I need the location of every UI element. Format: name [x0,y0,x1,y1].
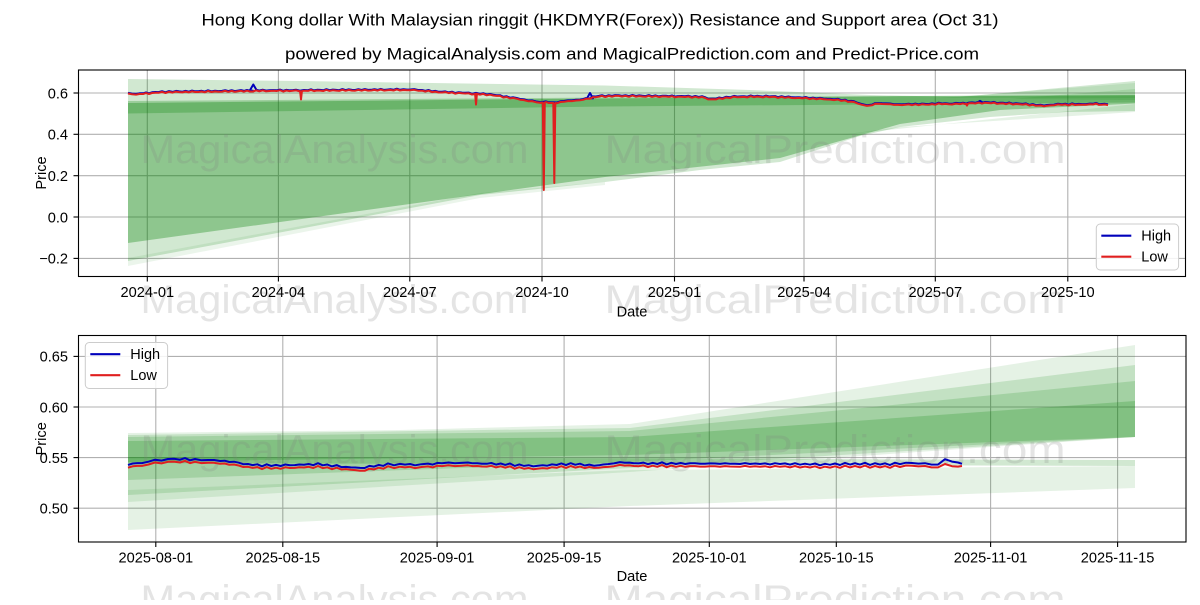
svg-text:2025-08-15: 2025-08-15 [245,551,320,567]
svg-text:powered by MagicalAnalysis.com: powered by MagicalAnalysis.com and Magic… [285,46,979,64]
svg-text:Hong Kong dollar With Malaysia: Hong Kong dollar With Malaysian ringgit … [202,11,999,29]
svg-text:−0.2: −0.2 [39,252,68,268]
svg-text:0.4: 0.4 [48,128,68,144]
svg-text:Low: Low [130,368,157,384]
svg-text:0.55: 0.55 [40,451,68,467]
svg-text:Low: Low [1141,250,1168,266]
svg-text:High: High [1141,229,1171,245]
svg-text:Date: Date [617,569,648,585]
svg-text:0.0: 0.0 [48,210,68,226]
svg-text:MagicalPrediction.com: MagicalPrediction.com [605,128,1066,172]
svg-text:2025-04: 2025-04 [777,285,831,301]
svg-text:2025-08-01: 2025-08-01 [118,551,193,567]
svg-text:2025-11-15: 2025-11-15 [1081,551,1155,567]
svg-text:0.60: 0.60 [40,400,68,416]
svg-text:Price: Price [34,156,50,189]
svg-text:2024-10: 2024-10 [515,285,569,301]
svg-text:2025-10-01: 2025-10-01 [672,551,747,567]
svg-text:2025-09-15: 2025-09-15 [527,551,602,567]
svg-text:MagicalPrediction.com: MagicalPrediction.com [605,278,1066,322]
svg-text:0.65: 0.65 [40,350,68,366]
svg-text:2025-09-01: 2025-09-01 [400,551,475,567]
svg-text:2025-10: 2025-10 [1041,285,1095,301]
svg-text:0.6: 0.6 [48,86,68,102]
svg-text:MagicalPrediction.com: MagicalPrediction.com [605,578,1066,600]
svg-text:Date: Date [617,305,648,321]
svg-text:2025-10-15: 2025-10-15 [799,551,874,567]
svg-text:2024-01: 2024-01 [121,285,175,301]
svg-text:MagicalAnalysis.com: MagicalAnalysis.com [141,278,529,322]
svg-text:0.50: 0.50 [40,502,68,518]
svg-text:High: High [130,347,160,363]
svg-text:2025-01: 2025-01 [648,285,702,301]
svg-text:MagicalPrediction.com: MagicalPrediction.com [605,428,1066,472]
svg-text:0.2: 0.2 [48,169,68,185]
svg-text:2024-07: 2024-07 [383,285,437,301]
svg-text:MagicalAnalysis.com: MagicalAnalysis.com [141,578,529,600]
svg-text:MagicalAnalysis.com: MagicalAnalysis.com [141,128,529,172]
svg-text:2025-11-01: 2025-11-01 [954,551,1028,567]
svg-text:2025-07: 2025-07 [909,285,963,301]
svg-text:2024-04: 2024-04 [252,285,306,301]
svg-text:Price: Price [34,422,50,455]
